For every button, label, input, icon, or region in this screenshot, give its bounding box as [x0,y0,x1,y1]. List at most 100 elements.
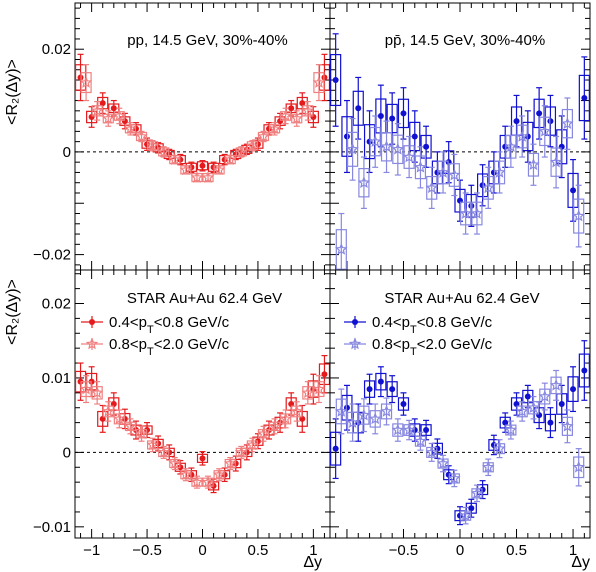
data-point-dot [524,393,531,400]
data-point-star [90,386,104,399]
data-point-star [436,165,450,178]
data-point-star [312,382,326,395]
data-point-dot [411,133,418,140]
y-tick-label: −0.01 [33,519,71,536]
data-point-dot [332,77,339,84]
legend-label: 0.8<pT<2.0 GeV/c [372,336,493,358]
data-point-star [102,111,115,124]
data-point-star [470,486,484,499]
data-point-star [102,404,115,417]
data-point-dot [389,386,396,393]
data-point-dot [445,471,452,478]
data-point-star [425,445,438,458]
data-point-star [257,129,270,142]
data-point-star [391,142,405,155]
data-point-star [380,404,393,417]
data-point-star [201,171,215,183]
data-point-dot [288,401,295,407]
data-point-star [201,475,215,488]
panel-annotation: pp, 14.5 GeV, 30%-40% [127,32,287,49]
data-point-star [482,181,495,194]
data-point-star [124,122,137,135]
data-point-star [538,124,551,137]
data-point-dot [570,187,577,194]
series-star [335,97,586,271]
data-point-star [527,401,540,414]
data-point-star [301,386,315,399]
series-dot [74,53,331,174]
data-point-dot [513,401,520,407]
legend-marker-star [348,337,362,350]
legend-marker-dot [89,319,95,325]
data-point-dot [400,401,407,407]
data-point-star [561,117,574,129]
data-point-star [135,129,148,142]
data-point-star [391,423,405,436]
x-axis-title-right: Δy [571,554,590,571]
data-point-star [290,111,303,124]
y-tick-label: 0 [63,144,71,161]
data-point-star [246,438,259,451]
panel-bottom-left: −0.01 0 0.01 0.02 −1 −0.5 0 0.5 1 STAR Au+Au 62.4… [33,269,331,559]
data-point-dot [547,419,554,426]
data-point-star [234,145,248,158]
data-point-star [113,412,126,425]
data-point-star [369,135,382,147]
y-tick-label: −0.02 [33,247,71,264]
panel-bottom-right: −0.5 0 0.5 1 STAR Au+Au 62.4 GeV 0.4<pT<0.8 G… [329,269,591,559]
y-tick-label: 0.02 [42,296,71,313]
data-point-star [146,139,159,152]
data-point-star [268,419,281,432]
data-point-dot [502,419,509,426]
data-point-star [279,412,292,425]
data-point-star [572,460,586,473]
x-tick-label: 0 [456,542,464,559]
data-point-dot [558,401,565,407]
series-dot [330,340,590,526]
panel-annotation: STAR Au+Au 62.4 GeV [127,290,282,307]
data-point-star [459,509,472,521]
legend-label: 0.4<pT<0.8 GeV/c [109,314,230,336]
data-point-dot [377,378,384,385]
data-point-star [113,109,126,122]
data-point-star [279,109,292,122]
x-tick-label: 0 [198,542,206,559]
data-point-star [190,171,204,183]
y-tick-label: 0.01 [42,370,71,387]
data-point-star [515,129,529,142]
data-point-star [224,153,237,165]
y-axis-title-top: <R₂(Δy)> [4,59,21,125]
data-point-dot [121,118,128,125]
data-point-star [124,419,137,432]
data-point-star [290,404,303,417]
data-point-star [369,412,382,425]
data-point-dot [321,371,328,378]
data-point-dot [99,415,106,422]
data-point-star [179,468,193,481]
x-tick-label: 0.5 [248,542,269,559]
data-point-dot [343,133,350,140]
data-point-dot [110,401,117,407]
data-point-star [470,206,484,219]
data-point-star [312,76,326,88]
data-point-star [335,242,348,255]
data-point-star [572,209,586,222]
data-point-star [448,168,461,181]
data-point-star [212,468,226,481]
panel-top-left: −0.02 0 0.02 pp, 14.5 GeV, 30%-40% [33,2,331,271]
data-point-dot [110,105,117,112]
x-tick-label: −0.5 [389,542,419,559]
data-point-star [357,408,371,421]
panel-annotation: STAR Au+Au 62.4 GeV [384,290,539,307]
y-tick-label: 0.02 [42,41,71,58]
data-point-star [334,404,348,417]
data-point-dot [366,386,373,393]
y-axis-title-bottom: <R₂(Δy)> [4,279,21,345]
data-point-star [79,382,93,395]
data-point-star [179,163,193,176]
data-point-dot [423,143,430,150]
data-point-star [157,145,171,158]
data-point-star [157,445,171,458]
data-point-star [234,445,248,458]
